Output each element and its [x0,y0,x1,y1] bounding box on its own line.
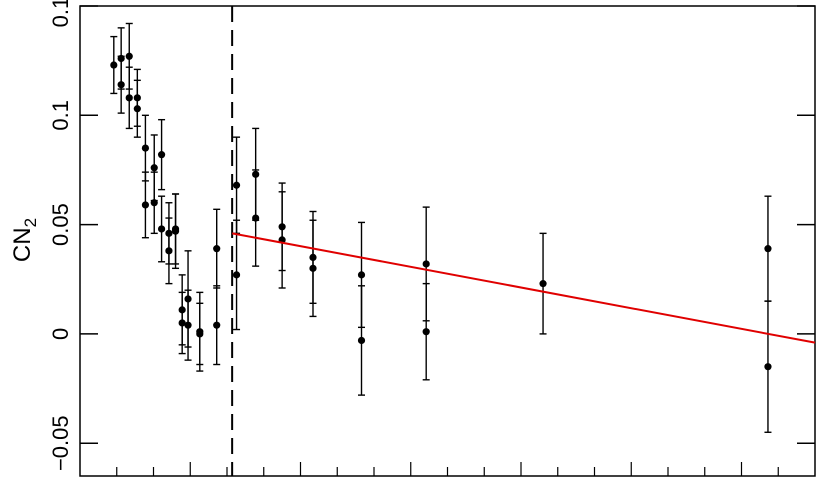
y-axis-title: CN2 [9,218,40,262]
x-axis [116,462,779,476]
data-point [539,232,547,335]
y-axis-title-main: CN [9,227,36,262]
point-marker [110,61,118,69]
data-point [157,118,166,191]
data-point [178,291,186,355]
point-marker [539,280,547,288]
point-marker [213,245,221,253]
plot-frame [79,5,816,477]
data-point [309,219,317,318]
data-point [232,136,241,235]
data-point [213,208,221,289]
data-point [125,66,133,130]
point-marker [178,319,186,327]
point-marker [232,181,241,189]
point-marker [213,321,221,329]
y-tick-label: 0 [48,328,73,340]
point-marker [232,271,241,279]
data-point [252,169,260,267]
fit-line-group [231,232,816,344]
point-marker [157,151,166,159]
y-tick-label: 0.05 [48,203,73,246]
data-point [764,300,772,433]
fit-line [231,232,816,344]
data-point [157,195,166,263]
point-marker [117,81,125,89]
data-point [141,114,150,182]
data-point [764,195,772,302]
data-point [110,35,118,95]
data-point [196,302,204,366]
y-tick-label: 0.15 [48,0,73,27]
point-marker [309,264,317,272]
y-axis: −0.05 0 0.05 0.1 0.15 [48,0,815,471]
data-point [171,193,180,270]
point-marker [141,201,150,209]
data-point [232,219,241,331]
data-point [141,171,150,239]
point-marker [184,321,192,329]
point-marker [141,144,150,152]
point-marker [165,247,173,255]
data-point [357,285,366,396]
data-point [213,285,221,366]
point-marker [150,164,158,172]
data-point [117,55,125,114]
point-marker [125,94,133,102]
y-tick-label: 0.1 [48,100,73,131]
point-marker [252,214,260,222]
point-marker [764,363,772,371]
data-point [150,171,158,235]
point-marker [133,105,141,113]
data-point [133,79,141,138]
point-marker [150,199,158,207]
point-marker [157,225,166,233]
data-points [110,22,772,433]
point-marker [422,260,430,268]
point-marker [422,328,430,336]
y-tick-label: −0.05 [48,415,73,471]
point-marker [125,52,133,60]
data-point [278,191,286,289]
y-axis-title-subscript: 2 [21,218,40,227]
point-marker [357,336,366,345]
data-point [184,289,192,361]
point-marker [764,245,772,253]
data-point [165,217,173,285]
point-marker [171,227,180,235]
point-marker [357,271,366,279]
data-point [422,282,430,381]
point-marker [196,330,204,338]
